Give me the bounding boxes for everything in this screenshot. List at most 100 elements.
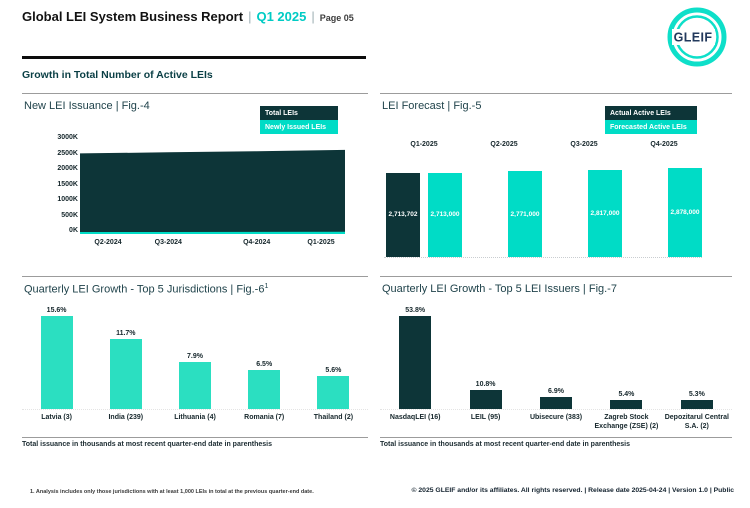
bar-category-label: Romania (7) — [244, 414, 285, 421]
bar-category-label: Q3-2025 — [570, 141, 598, 148]
footer-copyright: © 2025 GLEIF and/or its affiliates. All … — [411, 487, 735, 494]
issuer-column: 5.4% — [591, 300, 661, 409]
chart-title: Quarterly LEI Growth - Top 5 LEI Issuers… — [382, 283, 617, 295]
bar-category-label: LEIL (95) — [470, 414, 501, 421]
bar-category-label: Latvia (3) — [41, 414, 72, 421]
legend-item-newly-issued-leis: Newly Issued LEIs — [260, 120, 338, 134]
panel-divider — [22, 93, 368, 94]
bar-category-label: Lithuania (4) — [174, 414, 216, 421]
section-heading: Growth in Total Number of Active LEIs — [22, 69, 213, 81]
bar-slot: 2,817,000 — [586, 169, 624, 257]
bar-slot: 2,713,702 — [384, 172, 422, 257]
issuer-bar — [540, 397, 573, 409]
jurisdiction-column: 11.7% — [91, 300, 160, 409]
bar-value-label: 7.9% — [187, 352, 203, 360]
jurisdiction-bar — [109, 339, 142, 409]
bar-value-label: 53.8% — [405, 307, 426, 314]
bar-value-label: 2,771,000 — [510, 210, 540, 218]
bar-category-label: Q2-2025 — [490, 141, 518, 148]
bar-value-label: 6.9% — [548, 388, 564, 396]
y-axis-tick: 1500K — [57, 180, 78, 188]
bar-category-label: Q4-2025 — [650, 141, 678, 148]
forecast-bars-area: Q1-2025 2,713,702 2,713,000 Q2-2025 2,771,00… — [384, 141, 702, 258]
y-axis-tick: 2500K — [57, 149, 78, 157]
bar-category-label: Ubisecure (383) — [529, 414, 583, 421]
x-axis: Q2-2024 Q3-2024 Q4-2024 Q1-2025 — [80, 239, 345, 249]
forecast-category-group: Q4-2025 2,878,000 — [624, 141, 704, 257]
chart-panel-top-jurisdictions: Quarterly LEI Growth - Top 5 Jurisdictio… — [22, 276, 368, 437]
y-axis-tick: 500K — [61, 211, 78, 219]
svg-text:GLEIF: GLEIF — [674, 31, 713, 45]
jurisdiction-bar — [248, 370, 281, 409]
bar-value-label: 6.5% — [256, 361, 273, 369]
chart-title: New LEI Issuance | Fig.-4 — [24, 100, 150, 112]
issuer-bar — [610, 399, 643, 409]
panel-divider — [380, 276, 732, 277]
bar-value-label: 10.8% — [475, 381, 496, 389]
panel-divider — [380, 437, 732, 438]
report-title: Global LEI System Business Report — [22, 9, 244, 24]
page-number: Page 05 — [319, 13, 354, 23]
issuers-category-labels: NasdaqLEI (16) LEIL (95) Ubisecure (383) Za… — [380, 413, 732, 431]
legend-item-forecasted-active-leis: Forecasted Active LEIs — [605, 120, 697, 134]
newly-issued-leis-area — [80, 231, 345, 234]
panel-divider — [22, 276, 368, 277]
report-period: Q1 2025 — [256, 9, 307, 24]
jurisdiction-column: 5.6% — [299, 300, 368, 409]
issuer-column: 6.9% — [521, 300, 591, 409]
footnote: 1. Analysis includes only those jurisdic… — [30, 489, 314, 495]
forecast-category-group: Q3-2025 2,817,000 — [544, 141, 624, 257]
bar-slot: 2,771,000 — [506, 171, 544, 257]
forecasted-active-bar: 2,713,000 — [428, 172, 462, 257]
bar-value-label: 2,878,000 — [670, 208, 700, 216]
bar-value-label: 2,713,000 — [430, 211, 460, 219]
forecast-category-group: Q2-2025 2,771,000 — [464, 141, 544, 257]
bar-category-label: Depozitarul Central S.A. (2) — [664, 414, 729, 431]
bar-category-label: Zagreb Stock Exchange (ZSE) (2) — [594, 414, 659, 431]
x-axis-tick: Q4-2024 — [243, 239, 271, 246]
actual-active-bar: 2,713,702 — [386, 172, 420, 257]
chart-panel-top-lei-issuers: Quarterly LEI Growth - Top 5 LEI Issuers… — [380, 276, 732, 437]
forecasted-active-bar: 2,878,000 — [668, 167, 702, 257]
chart-title-text: Quarterly LEI Growth - Top 5 Jurisdictio… — [24, 283, 265, 296]
chart-panel-lei-forecast: LEI Forecast | Fig.-5 Actual Active LEIs… — [380, 93, 732, 276]
jurisdiction-column: 15.6% — [22, 300, 91, 409]
chart-panel-new-lei-issuance: New LEI Issuance | Fig.-4 Total LEIs New… — [22, 93, 368, 276]
jurisdiction-bar — [179, 361, 211, 409]
chart-title: Quarterly LEI Growth - Top 5 Jurisdictio… — [24, 283, 268, 296]
bar-slots: 2,713,702 2,713,000 — [384, 150, 464, 257]
issuer-bar — [680, 399, 713, 409]
legend-item-actual-active-leis: Actual Active LEIs — [605, 106, 697, 120]
panel-divider — [22, 437, 368, 438]
bar-category-label: India (239) — [108, 414, 144, 421]
issuer-column: 10.8% — [450, 300, 520, 409]
y-axis-tick: 1000K — [57, 196, 78, 203]
footnote-marker: 1 — [264, 283, 269, 290]
forecasted-active-bar: 2,817,000 — [588, 169, 622, 257]
bar-category-label: Q1-2025 — [410, 141, 438, 148]
bar-slots: 2,878,000 — [624, 150, 704, 257]
bar-slot: 2,878,000 — [666, 167, 704, 257]
issuer-column: 5.3% — [662, 300, 732, 409]
bar-value-label: 5.4% — [618, 390, 635, 398]
jurisdictions-bars-area: 15.6% 11.7% 7.9% 6.5% 5.6% — [22, 300, 368, 410]
issuer-column: 53.8% — [380, 300, 450, 409]
legend: Total LEIs Newly Issued LEIs — [260, 106, 338, 134]
jurisdiction-bar — [317, 375, 350, 409]
bar-value-label: 5.6% — [325, 366, 342, 374]
y-axis: 3000K 2500K 2000K 1500K 1000K 500K 0K — [40, 134, 78, 234]
legend-item-total-leis: Total LEIs — [260, 106, 338, 120]
bar-slots: 2,771,000 — [464, 150, 544, 257]
bar-slots: 2,817,000 — [544, 150, 624, 257]
chart-note: Total issuance in thousands at most rece… — [22, 441, 272, 448]
x-axis-tick: Q3-2024 — [154, 239, 182, 246]
jurisdiction-column: 6.5% — [230, 300, 299, 409]
chart-title: LEI Forecast | Fig.-5 — [382, 100, 482, 112]
bar-category-label: NasdaqLEI (16) — [389, 414, 441, 421]
jurisdiction-column: 7.9% — [160, 300, 229, 409]
bar-value-label: 11.7% — [116, 330, 136, 338]
forecasted-active-bar: 2,771,000 — [508, 171, 542, 257]
bar-slot: 2,713,000 — [426, 172, 464, 257]
x-axis-tick: Q2-2024 — [94, 239, 122, 246]
